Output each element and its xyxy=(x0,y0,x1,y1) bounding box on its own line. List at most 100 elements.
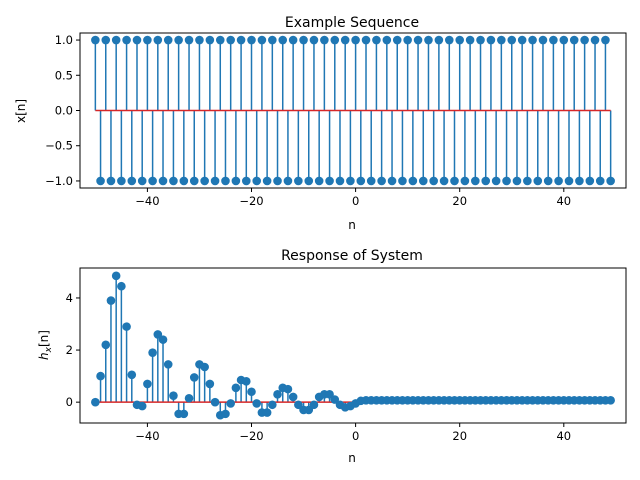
stem-marker xyxy=(403,35,412,45)
stem-marker xyxy=(101,340,111,350)
stem-marker xyxy=(169,176,178,186)
stem-marker xyxy=(382,35,392,45)
axis-ticks: −40 −20 0 20 40 0 2 4 xyxy=(66,291,571,443)
stem-marker xyxy=(491,176,501,186)
stem-marker xyxy=(325,176,334,186)
stem-marker xyxy=(523,176,532,186)
stem-marker xyxy=(444,35,454,45)
stem-marker xyxy=(507,35,517,45)
y-tick-label: −1.0 xyxy=(45,174,73,188)
x-tick-label: 20 xyxy=(452,429,467,443)
stem-marker xyxy=(262,408,272,417)
chart-title: Response of System xyxy=(281,248,423,264)
y-tick-label: −0.5 xyxy=(45,139,73,153)
stem-marker xyxy=(455,35,465,45)
stem-marker xyxy=(398,176,407,186)
stem-marker xyxy=(163,360,173,369)
stem-marker xyxy=(106,296,116,305)
stem-marker xyxy=(122,322,131,331)
stem-marker xyxy=(413,35,423,45)
stem-marker xyxy=(346,176,355,186)
x-tick-label: 40 xyxy=(556,194,571,208)
stem-marker xyxy=(226,399,235,408)
stem-marker xyxy=(575,176,584,186)
stem-marker xyxy=(377,176,386,186)
stem-marker xyxy=(294,176,303,186)
x-tick-label: −40 xyxy=(135,429,159,443)
stem-marker xyxy=(137,401,147,411)
stem-marker xyxy=(268,35,277,45)
stem-marker xyxy=(330,35,340,45)
subplot-example-sequence: Example Sequence −40 −20 0 20 40 −1.0 −0.5 0.0 0… xyxy=(14,15,627,232)
stem-marker xyxy=(241,176,251,186)
stem-marker xyxy=(158,335,168,344)
axis-ticks: −40 −20 0 20 40 −1.0 −0.5 0.0 0.5 1.0 xyxy=(45,33,571,208)
stem-marker xyxy=(111,35,121,45)
stem-marker xyxy=(512,176,522,186)
y-tick-label: 0.5 xyxy=(55,68,73,82)
stem-marker xyxy=(549,35,558,45)
y-label-tail: [n] xyxy=(37,330,51,347)
stem-marker xyxy=(304,405,314,415)
stem-marker xyxy=(559,35,569,45)
stem-marker xyxy=(517,35,527,45)
stem-marker xyxy=(356,176,366,186)
stem-marker xyxy=(205,379,215,389)
stem-marker xyxy=(372,35,381,45)
y-tick-label: 2 xyxy=(66,343,73,357)
y-label-main: h xyxy=(37,352,51,360)
plot-area xyxy=(91,35,615,186)
stem-marker xyxy=(288,35,298,45)
stem-marker xyxy=(273,390,282,399)
stem-marker xyxy=(163,35,173,45)
stem-marker xyxy=(481,176,491,186)
y-label-subscript: x xyxy=(44,346,54,353)
stem-marker xyxy=(127,370,137,380)
stem-marker xyxy=(497,35,506,45)
stem-marker xyxy=(288,392,298,402)
stem-marker xyxy=(106,176,116,186)
stem-marker xyxy=(226,35,235,45)
stem-marker xyxy=(231,176,241,186)
stem-marker xyxy=(96,176,105,186)
stem-marker xyxy=(554,176,563,186)
stem-marker xyxy=(283,384,293,394)
stem-marker xyxy=(205,35,215,45)
stem-marker xyxy=(340,35,350,45)
x-axis-label: n xyxy=(348,218,356,232)
stem-marker xyxy=(137,176,147,186)
stem-marker xyxy=(502,176,511,186)
stem-marker xyxy=(309,400,319,410)
stem-marker xyxy=(606,396,615,405)
stem-marker xyxy=(439,176,449,186)
stem-marker xyxy=(486,35,496,45)
stem-marker xyxy=(111,271,121,281)
stem-marker xyxy=(283,176,293,186)
stem-marker xyxy=(221,176,230,186)
stem-marker xyxy=(595,176,605,186)
stem-marker xyxy=(429,176,438,186)
stem-marker xyxy=(122,35,131,45)
stem-marker xyxy=(460,176,470,186)
stem-marker xyxy=(210,176,220,186)
plot-area xyxy=(91,271,615,420)
stem-marker xyxy=(117,176,126,186)
stem-marker xyxy=(200,362,209,372)
stem-marker xyxy=(418,176,428,186)
stem-marker xyxy=(169,391,178,400)
stem-marker xyxy=(471,176,480,186)
stem-marker xyxy=(91,397,100,407)
stem-marker xyxy=(580,35,589,45)
stem-marker xyxy=(278,35,288,45)
stem-marker xyxy=(330,395,340,404)
stem-marker xyxy=(231,383,241,393)
stem-marker xyxy=(200,176,209,186)
y-tick-label: 0.0 xyxy=(55,104,73,118)
axes-frame xyxy=(79,32,627,189)
stem-marker xyxy=(148,348,157,357)
stem-marker xyxy=(148,176,157,186)
stem-marker xyxy=(325,390,334,399)
stem-marker xyxy=(564,176,574,186)
x-tick-label: −40 xyxy=(135,194,159,208)
